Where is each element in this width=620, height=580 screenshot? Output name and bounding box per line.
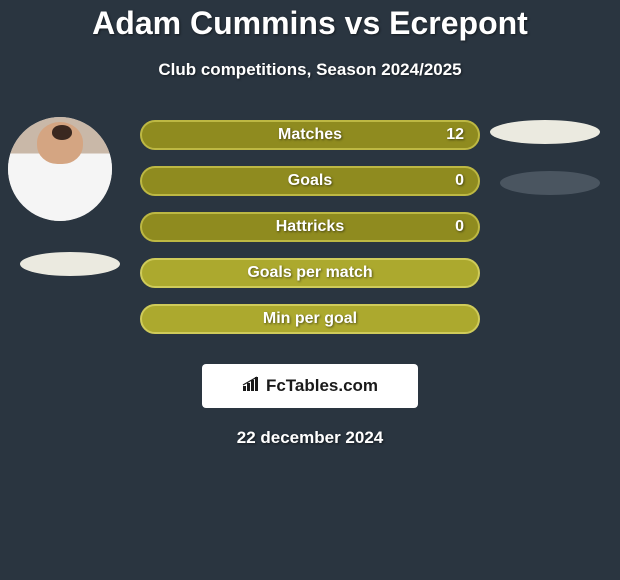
stat-value: 0 [455, 172, 464, 190]
stats-list: Matches 12 Goals 0 Hattricks 0 Goals per… [140, 120, 480, 334]
comparison-card: Adam Cummins vs Ecrepont Club competitio… [0, 0, 620, 448]
content-area: Matches 12 Goals 0 Hattricks 0 Goals per… [0, 120, 620, 448]
stat-label: Min per goal [263, 310, 357, 328]
page-title: Adam Cummins vs Ecrepont [0, 5, 620, 42]
stat-value: 0 [455, 218, 464, 236]
stat-row-goals: Goals 0 [140, 166, 480, 196]
stat-row-hattricks: Hattricks 0 [140, 212, 480, 242]
stat-row-min-per-goal: Min per goal [140, 304, 480, 334]
chart-icon [242, 376, 262, 397]
stat-label: Goals [288, 172, 332, 190]
branding-text: FcTables.com [242, 376, 378, 397]
stat-label: Goals per match [247, 264, 372, 282]
branding-label: FcTables.com [266, 376, 378, 396]
stat-label: Matches [278, 126, 342, 144]
stat-row-matches: Matches 12 [140, 120, 480, 150]
avatar-placeholder [8, 117, 112, 221]
decoration-ellipse-right-2 [500, 171, 600, 195]
stat-row-goals-per-match: Goals per match [140, 258, 480, 288]
stat-value: 12 [446, 126, 464, 144]
decoration-ellipse-left [20, 252, 120, 276]
branding-badge: FcTables.com [202, 364, 418, 408]
stat-label: Hattricks [276, 218, 344, 236]
page-subtitle: Club competitions, Season 2024/2025 [0, 60, 620, 80]
date-label: 22 december 2024 [0, 428, 620, 448]
player-avatar [8, 117, 112, 221]
decoration-ellipse-right-1 [490, 120, 600, 144]
